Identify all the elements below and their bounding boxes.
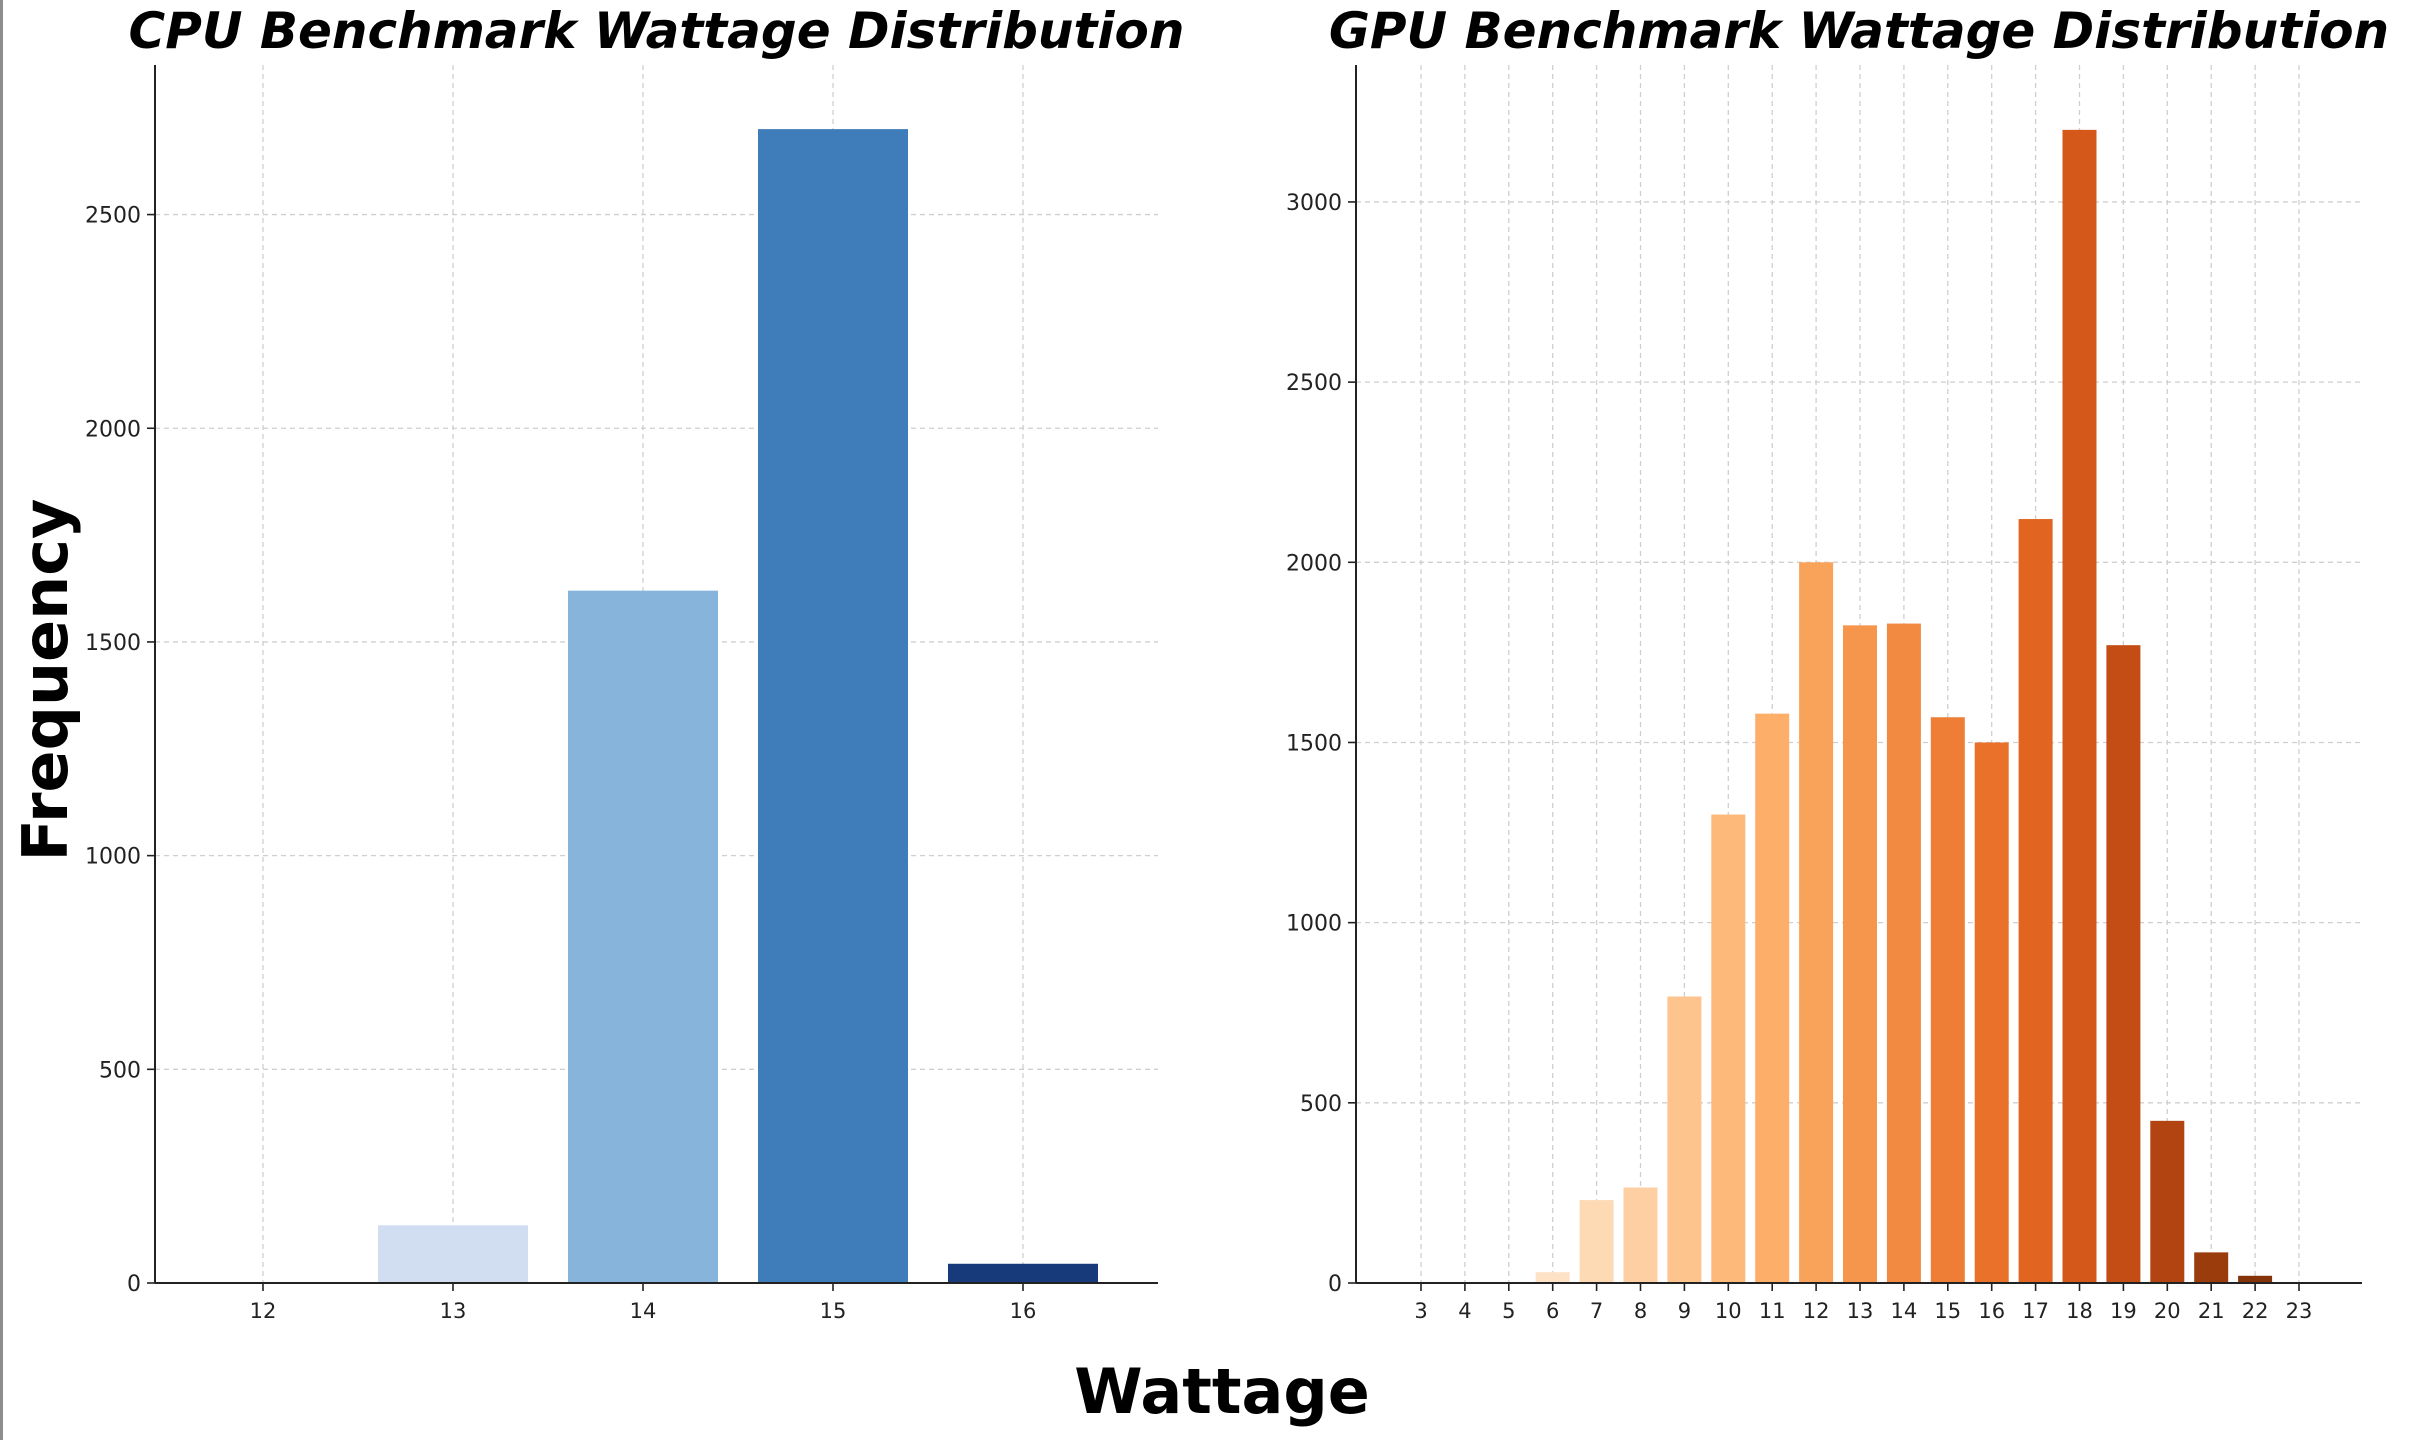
gpu-bar-19: [2106, 645, 2141, 1283]
window-left-edge: [0, 0, 3, 1440]
cpu-x-tick-label: 14: [630, 1299, 657, 1323]
gpu-bar-18: [2062, 129, 2097, 1284]
gpu-x-tick-label: 12: [1803, 1299, 1830, 1323]
gpu-x-tick-label: 14: [1891, 1299, 1918, 1323]
gpu-bar-16: [1974, 742, 2009, 1283]
gpu-x-tick-label: 8: [1634, 1299, 1647, 1323]
gpu-x-tick-label: 7: [1590, 1299, 1603, 1323]
gpu-bar-22: [2238, 1275, 2273, 1283]
gpu-bar-11: [1755, 713, 1790, 1283]
cpu-y-tick-label: 500: [99, 1058, 141, 1083]
gpu-bar-8: [1623, 1187, 1658, 1283]
gpu-bar-6: [1535, 1272, 1570, 1283]
gpu-x-tick-label: 21: [2198, 1299, 2225, 1323]
cpu-y-tick-label: 0: [127, 1272, 141, 1297]
gpu-x-tick-label: 17: [2022, 1299, 2049, 1323]
gpu-y-tick-label: 2500: [1286, 371, 1342, 396]
gpu-y-tick-label: 2000: [1286, 551, 1342, 576]
gpu-bar-17: [2018, 519, 2053, 1283]
cpu-x-tick-label: 16: [1010, 1299, 1037, 1323]
gpu-x-tick-label: 5: [1502, 1299, 1515, 1323]
gpu-bar-14: [1886, 623, 1921, 1283]
cpu-x-tick-label: 13: [440, 1299, 467, 1323]
gpu-bar-9: [1667, 996, 1702, 1283]
cpu-chart-title: CPU Benchmark Wattage Distribution: [129, 2, 1185, 60]
gpu-y-tick-label: 3000: [1286, 191, 1342, 216]
gpu-x-tick-label: 18: [2066, 1299, 2093, 1323]
gpu-bar-10: [1711, 814, 1746, 1283]
gpu-x-tick-label: 6: [1546, 1299, 1559, 1323]
gpu-bar-21: [2194, 1252, 2229, 1283]
cpu-y-tick-label: 2500: [85, 204, 141, 229]
gpu-bar-12: [1799, 562, 1834, 1283]
x-axis-label: Wattage: [1074, 1355, 1370, 1428]
cpu-x-tick-label: 12: [250, 1299, 277, 1323]
gpu-x-tick-label: 3: [1414, 1299, 1427, 1323]
cpu-bar-14: [568, 590, 718, 1283]
cpu-x-tick-label: 15: [820, 1299, 847, 1323]
cpu-y-tick-label: 1500: [85, 631, 141, 656]
gpu-x-tick-label: 13: [1847, 1299, 1874, 1323]
gpu-bar-7: [1579, 1200, 1614, 1283]
cpu-bar-13: [378, 1225, 528, 1283]
gpu-chart-title: GPU Benchmark Wattage Distribution: [1329, 2, 2389, 60]
cpu-y-tick-label: 2000: [85, 417, 141, 442]
gpu-y-tick-label: 500: [1300, 1092, 1342, 1117]
gpu-x-tick-label: 22: [2242, 1299, 2269, 1323]
gpu-y-tick-label: 1000: [1286, 912, 1342, 937]
gpu-x-tick-label: 16: [1978, 1299, 2005, 1323]
cpu-y-tick-label: 1000: [85, 845, 141, 870]
gpu-x-tick-label: 23: [2286, 1299, 2313, 1323]
gpu-x-tick-label: 20: [2154, 1299, 2181, 1323]
gpu-x-tick-label: 10: [1715, 1299, 1742, 1323]
gpu-bar-15: [1930, 717, 1965, 1283]
gpu-x-tick-label: 11: [1759, 1299, 1786, 1323]
gpu-x-tick-label: 4: [1458, 1299, 1471, 1323]
cpu-bar-16: [948, 1263, 1098, 1283]
cpu-bar-15: [758, 129, 908, 1284]
gpu-x-tick-label: 15: [1934, 1299, 1961, 1323]
gpu-x-tick-label: 9: [1678, 1299, 1691, 1323]
gpu-x-tick-label: 19: [2110, 1299, 2137, 1323]
gpu-y-tick-label: 0: [1328, 1272, 1342, 1297]
y-axis-label: Frequency: [9, 499, 82, 862]
gpu-bar-13: [1843, 625, 1877, 1283]
gpu-y-tick-label: 1500: [1286, 731, 1342, 756]
gpu-bar-20: [2150, 1120, 2185, 1283]
